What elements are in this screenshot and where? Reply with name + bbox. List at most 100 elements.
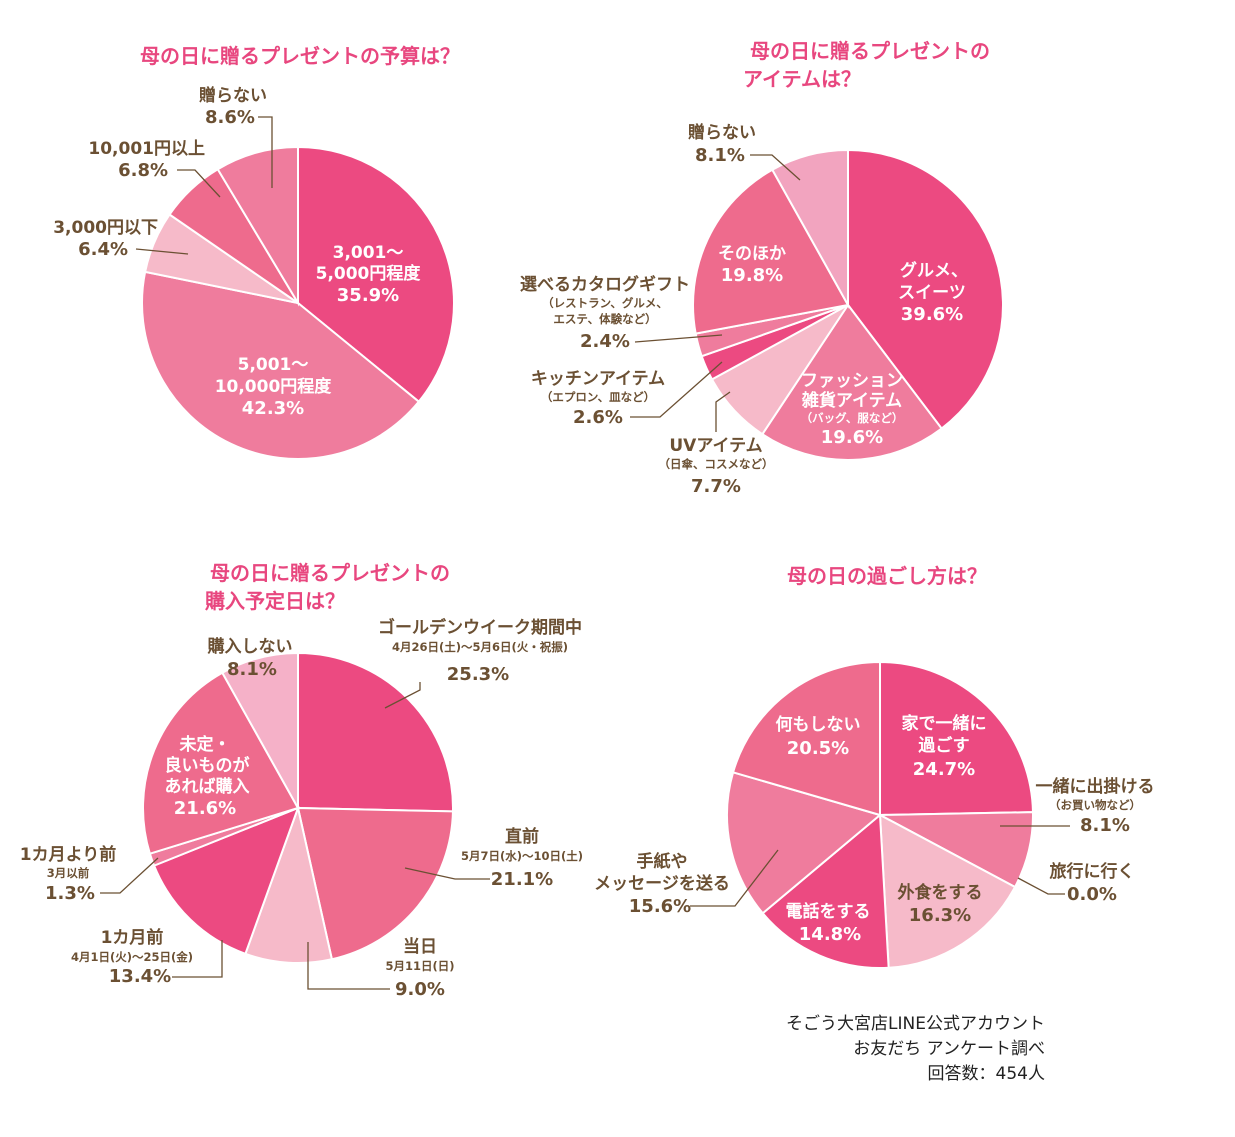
leader-line xyxy=(307,942,390,990)
purchase-label-undecided-l3: あれば購入 xyxy=(165,776,250,797)
pie-slice xyxy=(761,812,890,969)
budget-label-under-3000: 3,000円以下 xyxy=(53,218,158,238)
purchase-value-gw: 25.3% xyxy=(447,664,509,685)
spending-label-letter-l1: 手紙や xyxy=(637,851,688,872)
leader-line xyxy=(634,334,723,343)
purchase-label-gw-sub: 4月26日(土)〜5月6日(火・祝振) xyxy=(392,640,568,654)
spending-label-home-l2: 過ごす xyxy=(918,735,969,756)
budget-value-over-10001: 6.8% xyxy=(118,160,168,181)
items-label-catalog: 選べるカタログギフト xyxy=(520,274,690,295)
leader-line xyxy=(630,361,723,418)
spending-label-eat-out: 外食をする xyxy=(898,882,983,903)
pie-slice xyxy=(140,270,421,460)
leader-line xyxy=(100,857,159,894)
source-line-2: お友だち アンケート調べ xyxy=(853,1039,1045,1059)
budget-label-5001-10000-l2: 10,000円程度 xyxy=(215,376,333,397)
chart-title-budget: 母の日に贈るプレゼントの予算は？ xyxy=(140,44,460,68)
items-label-gourmet-l1: グルメ、 xyxy=(900,260,968,281)
purchase-value-undecided: 21.6% xyxy=(174,798,236,819)
pie-slice xyxy=(760,303,944,461)
spending-pie-slices xyxy=(726,660,1034,969)
spending-label-home-l1: 家で一緒に xyxy=(902,713,987,734)
items-label-other: そのほか xyxy=(718,244,786,264)
leader-line xyxy=(690,849,779,907)
spending-value-eat-out: 16.3% xyxy=(909,905,971,926)
purchase-label-same-day-sub: 5月11日(日) xyxy=(385,959,454,973)
items-value-catalog: 2.4% xyxy=(580,331,630,352)
items-label-fashion-l2: 雑貨アイテム xyxy=(801,390,902,411)
spending-value-travel: 0.0% xyxy=(1067,884,1117,905)
items-label-fashion-sub: （バッグ、服など） xyxy=(801,411,904,425)
pie-slice xyxy=(692,168,850,335)
items-label-none: 贈らない xyxy=(688,122,756,143)
purchase-label-just-before-sub: 5月7日(水)〜10日(土) xyxy=(461,849,583,863)
budget-label-none: 贈らない xyxy=(199,85,267,106)
source-note: そごう大宮店LINE公式アカウント お友だち アンケート調べ 回答数：454人 xyxy=(786,1012,1045,1087)
source-line-1: そごう大宮店LINE公式アカウント xyxy=(786,1014,1045,1034)
items-label-kitchen: キッチンアイテム xyxy=(531,369,665,389)
pie-slice xyxy=(297,651,454,813)
items-label-fashion-l1: ファッション xyxy=(801,371,903,391)
pie-slice xyxy=(726,771,883,915)
pie-slice xyxy=(244,804,334,964)
spending-label-outing-sub: （お買い物など） xyxy=(1049,798,1141,812)
items-label-catalog-sub1: （レストラン、グルメ、 xyxy=(542,296,668,310)
budget-label-5001-10000-l1: 5,001〜 xyxy=(238,355,309,375)
purchase-value-no-purchase: 8.1% xyxy=(227,659,277,680)
items-label-catalog-sub2: エステ、体験など） xyxy=(553,312,656,326)
items-label-gourmet-l2: スイーツ xyxy=(898,283,966,303)
purchase-label-undecided-l1: 未定・ xyxy=(179,734,231,755)
budget-pie-chart: 母の日に贈るプレゼントの予算は？ 3,001〜 5,000円程度 35.9% 5… xyxy=(53,44,460,460)
pie-slice xyxy=(297,145,455,404)
source-line-3: 回答数：454人 xyxy=(927,1064,1045,1084)
leader-line xyxy=(1017,877,1065,895)
budget-value-under-3000: 6.4% xyxy=(78,239,128,260)
chart-title-items-l1: 母の日に贈るプレゼントの xyxy=(750,39,990,63)
spending-pie-chart: 母の日の過ごし方は？ 家で一緒に 過ごす 24.7% 一緒に出掛ける （お買い物… xyxy=(594,564,1155,969)
purchase-label-1month: 1カ月前 xyxy=(101,927,164,948)
items-value-gourmet: 39.6% xyxy=(901,304,963,325)
purchase-value-just-before: 21.1% xyxy=(491,869,553,890)
items-pie-slices xyxy=(692,148,1004,461)
spending-label-letter-l2: メッセージを送る xyxy=(594,873,730,894)
spending-value-phone: 14.8% xyxy=(799,924,861,945)
budget-pie-slices xyxy=(140,145,455,460)
spending-label-travel: 旅行に行く xyxy=(1050,861,1135,882)
pie-slice xyxy=(142,671,300,855)
purchase-value-over-1month: 1.3% xyxy=(45,883,95,904)
chart-title-purchase-l2: 購入予定日は？ xyxy=(205,589,345,613)
spending-label-phone: 電話をする xyxy=(786,901,871,922)
pie-slice xyxy=(847,148,1004,430)
spending-value-home: 24.7% xyxy=(913,759,975,780)
items-value-kitchen: 2.6% xyxy=(573,407,623,428)
items-label-kitchen-sub: （エプロン、皿など） xyxy=(541,390,655,404)
items-value-other: 19.8% xyxy=(721,265,783,286)
purchase-label-just-before: 直前 xyxy=(505,826,539,847)
purchase-label-over-1month-sub: 3月以前 xyxy=(47,866,90,880)
budget-label-over-10001: 10,001円以上 xyxy=(88,139,205,159)
pie-slice xyxy=(216,145,299,307)
pie-slice xyxy=(220,651,299,812)
purchase-label-no-purchase: 購入しない xyxy=(208,636,293,657)
leader-line xyxy=(404,867,490,880)
purchase-label-same-day: 当日 xyxy=(403,936,437,957)
items-label-uv: UVアイテム xyxy=(669,436,762,456)
chart-title-spending: 母の日の過ごし方は？ xyxy=(787,564,987,588)
purchase-label-gw: ゴールデンウイーク期間中 xyxy=(378,617,582,638)
pie-slice xyxy=(731,660,881,817)
purchase-value-1month: 13.4% xyxy=(109,966,171,987)
items-value-fashion: 19.6% xyxy=(821,427,883,448)
pie-slice xyxy=(770,148,849,309)
spending-label-nothing: 何もしない xyxy=(776,714,861,735)
spending-label-outing: 一緒に出掛ける xyxy=(1036,776,1155,797)
spending-value-letter: 15.6% xyxy=(629,896,691,917)
items-label-uv-sub: （日傘、コスメなど） xyxy=(659,457,774,471)
purchase-label-undecided-l2: 良いものが xyxy=(165,755,250,776)
budget-value-3001-5000: 35.9% xyxy=(337,285,399,306)
items-value-none: 8.1% xyxy=(695,145,745,166)
leader-line xyxy=(177,169,221,198)
purchase-label-1month-sub: 4月1日(火)〜25日(金) xyxy=(71,950,193,964)
items-pie-chart: 母の日に贈るプレゼントの アイテムは？ グルメ、 スイーツ 39.6% ファッシ… xyxy=(520,39,1004,497)
